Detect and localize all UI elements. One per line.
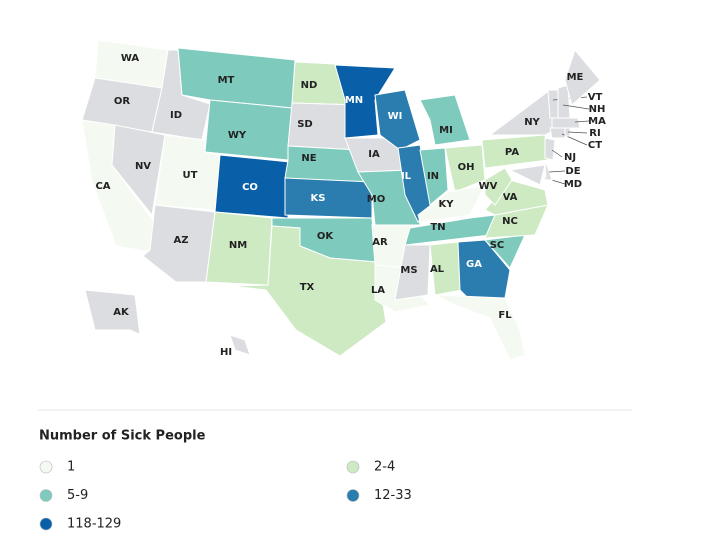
legend-label: 12-33	[374, 488, 412, 503]
state-label: AZ	[174, 235, 189, 246]
state-label: ID	[170, 110, 182, 121]
state-shape	[544, 137, 556, 161]
state-label: TN	[430, 222, 445, 233]
state-label: AL	[430, 264, 445, 275]
legend-label: 2-4	[374, 460, 395, 475]
state-label: NE	[301, 153, 316, 164]
leader-line	[562, 104, 590, 110]
state-label: OK	[317, 231, 335, 242]
state-shape	[483, 234, 526, 269]
state-shape	[564, 48, 601, 106]
legend-title: Number of Sick People	[39, 429, 206, 444]
state-shape	[419, 94, 471, 146]
state-shape	[374, 89, 421, 151]
state-shape	[549, 127, 566, 139]
leader-line	[551, 149, 563, 158]
legend: 1 2-4 5-9 12-33 118-129	[39, 460, 412, 532]
state-label: NV	[135, 161, 151, 172]
state-label: RI	[589, 128, 600, 139]
state-label: LA	[371, 285, 385, 296]
state-label: MO	[367, 194, 385, 205]
state-shape	[394, 244, 431, 301]
leader-line	[574, 120, 590, 123]
state-label: PA	[505, 147, 519, 158]
state-shape	[284, 177, 373, 219]
state-label: NY	[524, 117, 540, 128]
state-label: VA	[503, 192, 518, 203]
state-label: SC	[490, 240, 505, 251]
state-label: WI	[388, 111, 403, 122]
state-label: IA	[368, 149, 380, 160]
state-shape	[481, 134, 549, 169]
legend-swatch	[346, 460, 360, 474]
state-label: GA	[466, 259, 482, 270]
state-label: KY	[439, 199, 455, 210]
legend-label: 1	[67, 460, 75, 475]
state-label: CA	[95, 181, 110, 192]
legend-swatch	[39, 489, 53, 502]
state-label: CO	[242, 182, 258, 193]
state-label: HI	[220, 347, 232, 358]
state-shape	[204, 99, 293, 161]
state-label: CT	[588, 140, 602, 151]
state-label: UT	[183, 170, 198, 181]
state-shape	[434, 294, 526, 361]
state-label: MA	[588, 116, 606, 127]
state-label: ND	[301, 80, 318, 91]
state-label: WA	[121, 53, 140, 64]
state-label: OH	[458, 162, 475, 173]
state-label: MS	[400, 265, 417, 276]
us-map: WA OR CA NV ID MT WY UT AZ CO NM ND SD NE KS OK TX MN IA MO…	[81, 39, 606, 361]
state-label: NH	[589, 104, 606, 115]
state-label: VT	[588, 92, 603, 103]
legend-swatch	[39, 460, 53, 474]
state-shape	[484, 167, 513, 206]
state-shape	[488, 89, 556, 136]
state-shape	[508, 164, 546, 186]
leader-line	[567, 131, 588, 134]
state-label: DE	[565, 166, 580, 177]
state-label: SD	[297, 119, 313, 130]
state-label: FL	[498, 310, 512, 321]
state-label: TX	[300, 282, 315, 293]
state-label: WY	[228, 130, 247, 141]
state-label: NJ	[564, 152, 576, 163]
state-label: NM	[229, 240, 247, 251]
state-label: AR	[372, 237, 388, 248]
state-label: MI	[439, 125, 453, 136]
state-label: MT	[218, 75, 235, 86]
state-shape	[551, 117, 581, 129]
state-label: IN	[427, 171, 439, 182]
legend-label: 5-9	[67, 488, 88, 503]
leader-line	[548, 170, 566, 173]
legend-swatch	[39, 517, 53, 531]
state-shape	[84, 289, 176, 351]
state-label: OR	[114, 96, 131, 107]
state-shape	[231, 225, 387, 357]
legend-label: 118-129	[67, 517, 121, 532]
state-label: NC	[502, 216, 518, 227]
state-shape	[229, 334, 251, 356]
state-label: AK	[113, 307, 130, 318]
legend-swatch	[346, 489, 360, 502]
state-shape	[419, 147, 449, 206]
state-shape	[557, 84, 571, 119]
state-label: IL	[401, 171, 412, 182]
state-label: MN	[345, 95, 363, 106]
state-label: WV	[479, 181, 498, 192]
state-shape	[544, 159, 553, 181]
state-shape	[111, 124, 166, 217]
state-label: MD	[564, 179, 582, 190]
state-shape	[547, 89, 559, 119]
state-label: ME	[567, 72, 584, 83]
state-label: KS	[311, 193, 326, 204]
state-shape	[417, 184, 486, 223]
state-shape	[334, 64, 396, 139]
